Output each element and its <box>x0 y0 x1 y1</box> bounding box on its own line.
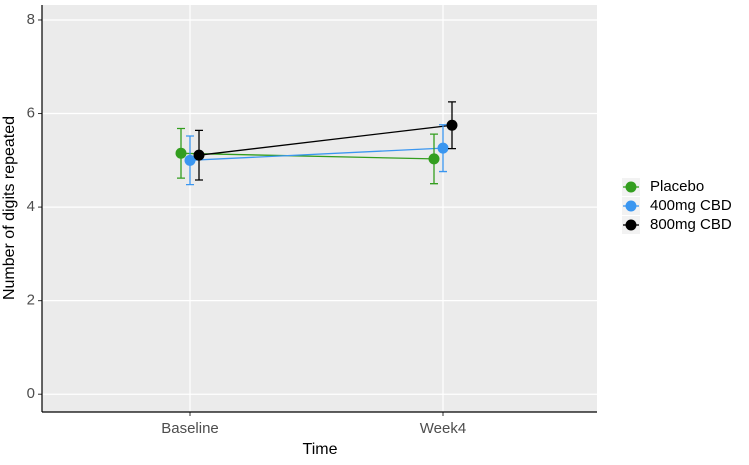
x-axis-title: Time <box>303 441 338 458</box>
y-tick-label: 6 <box>27 105 35 122</box>
x-tick-label: Baseline <box>161 420 219 437</box>
point <box>446 119 458 131</box>
legend-label: 800mg CBD <box>650 216 732 233</box>
point <box>428 153 440 165</box>
panel <box>42 5 597 412</box>
legend-label: 400mg CBD <box>650 197 732 214</box>
series-line <box>198 124 453 156</box>
series-line <box>180 152 435 160</box>
point <box>193 149 205 161</box>
point <box>184 154 196 166</box>
legend-label: Placebo <box>650 178 704 195</box>
y-tick-label: 0 <box>27 385 35 402</box>
legend-key-point <box>625 219 637 231</box>
y-axis-title: Number of digits repeated <box>1 116 18 300</box>
point <box>175 147 187 159</box>
x-tick-label: Week4 <box>420 420 466 437</box>
y-tick-label: 4 <box>27 198 35 215</box>
legend-key-point <box>625 181 637 193</box>
y-tick-label: 8 <box>27 11 35 28</box>
legend-key-point <box>625 200 637 212</box>
y-tick-label: 2 <box>27 292 35 309</box>
point <box>437 142 449 154</box>
series-line <box>189 147 444 161</box>
